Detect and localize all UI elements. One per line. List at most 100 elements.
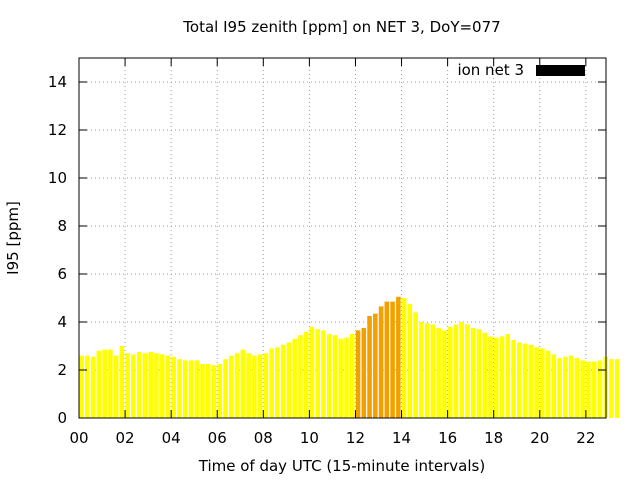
bar [534, 347, 539, 418]
tick-marks [78, 58, 606, 419]
bar [85, 355, 90, 418]
x-axis-label: Time of day UTC (15-minute intervals) [198, 457, 485, 475]
legend: ion net 3 [457, 61, 585, 79]
bar [188, 360, 194, 418]
bar [200, 364, 205, 418]
bar [540, 348, 545, 418]
bar [286, 342, 292, 418]
bar [482, 332, 488, 418]
bar [407, 304, 413, 418]
bar [367, 316, 372, 418]
bar [413, 312, 418, 418]
bar [447, 326, 453, 418]
bar [171, 356, 177, 418]
bar [528, 344, 534, 418]
bar [459, 322, 464, 418]
bar [315, 329, 321, 418]
bar [257, 354, 263, 418]
bar [522, 343, 528, 418]
bar [390, 301, 395, 418]
x-tick-label: 12 [346, 429, 365, 447]
plot-frame [78, 57, 607, 419]
bar [511, 340, 516, 418]
bar [102, 349, 107, 418]
bar [378, 306, 384, 418]
x-tick-labels: 00 02 04 06 08 10 12 14 16 18 20 22 [69, 429, 595, 447]
legend-label: ion net 3 [457, 61, 524, 79]
bar [614, 359, 620, 418]
bar [396, 296, 401, 418]
bar [349, 334, 355, 418]
bar [430, 324, 436, 418]
bar [125, 353, 130, 418]
x-tick-label: 20 [530, 429, 549, 447]
bar [505, 334, 511, 418]
bar [326, 334, 332, 418]
y-tick-labels: 0 2 4 6 8 10 12 14 [48, 73, 67, 427]
bar [465, 324, 470, 418]
x-tick-label: 14 [392, 429, 411, 447]
bar [476, 329, 482, 418]
bar [280, 344, 286, 418]
bar [154, 353, 159, 418]
bar [159, 354, 165, 418]
bar [79, 355, 84, 418]
y-tick-label: 12 [48, 121, 67, 139]
bar [488, 336, 493, 418]
bar [119, 346, 125, 418]
bar [517, 342, 522, 418]
y-tick-label: 8 [57, 217, 67, 235]
bar [419, 322, 424, 418]
chart-title: Total I95 zenith [ppm] on NET 3, DoY=077 [182, 18, 500, 36]
bar [344, 337, 349, 418]
bar [177, 359, 182, 418]
bar [551, 354, 557, 418]
bar [217, 364, 223, 418]
y-axis-label: I95 [ppm] [4, 201, 22, 275]
bar [269, 348, 274, 418]
bar [148, 352, 153, 418]
bar [90, 356, 96, 418]
bar [436, 328, 441, 418]
bar [142, 353, 148, 418]
bar [131, 354, 136, 418]
bar [321, 330, 326, 418]
bar [223, 359, 228, 418]
bar [303, 331, 309, 418]
bar [96, 350, 102, 418]
bar [332, 335, 338, 418]
bar [206, 364, 211, 418]
x-tick-label: 08 [254, 429, 273, 447]
x-tick-label: 10 [300, 429, 319, 447]
y-tick-label: 2 [57, 361, 67, 379]
bar [263, 353, 269, 418]
bar [361, 328, 367, 418]
bar [545, 350, 551, 418]
bar [470, 328, 476, 418]
y-tick-label: 6 [57, 265, 67, 283]
bar [338, 338, 344, 418]
x-tick-label: 06 [208, 429, 227, 447]
bar [275, 347, 280, 418]
bar [234, 353, 240, 418]
bar [240, 349, 246, 418]
bar [586, 361, 591, 418]
bar [194, 360, 200, 418]
bar [384, 301, 390, 418]
x-tick-label: 18 [484, 429, 503, 447]
y-tick-label: 10 [48, 169, 67, 187]
y-tick-label: 0 [57, 409, 67, 427]
bar [499, 336, 505, 418]
bar [609, 359, 614, 418]
bar [424, 323, 430, 418]
x-tick-label: 04 [162, 429, 181, 447]
bar [298, 335, 303, 418]
bar [373, 313, 378, 418]
bar [401, 298, 407, 418]
y-tick-label: 4 [57, 313, 67, 331]
bar [568, 355, 574, 418]
y-tick-label: 14 [48, 73, 67, 91]
bar [252, 355, 257, 418]
legend-swatch [536, 65, 585, 76]
